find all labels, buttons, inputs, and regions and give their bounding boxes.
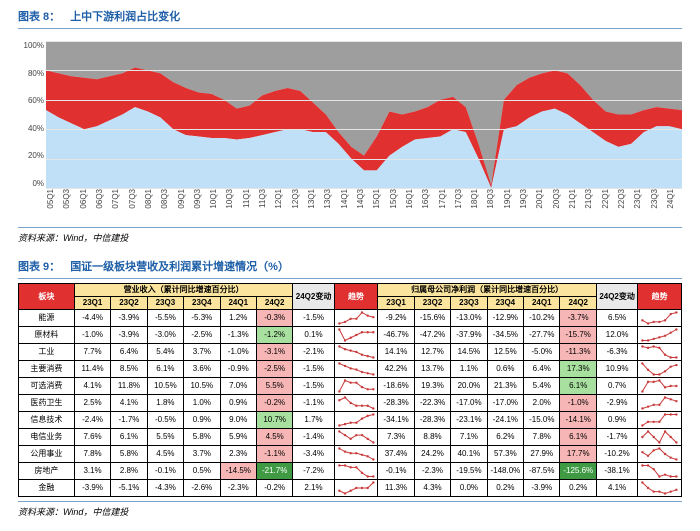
th-sector: 板块: [19, 284, 75, 310]
table-row: 房地产3.1%2.8%-0.1%0.5%-14.5%-21.7%-7.2%-0.…: [19, 463, 682, 480]
table-row: 可选消费4.1%11.8%10.5%10.5%7.0%5.5%-1.5%-18.…: [19, 378, 682, 395]
chart9-title: 国证一级板块营收及利润累计增速情况（%）: [70, 258, 289, 274]
chart8-gridlines: [46, 41, 682, 188]
table-row: 能源-4.4%-3.9%-5.5%-5.3%1.2%-0.3%-1.5%-9.2…: [19, 310, 682, 327]
th-rev-group: 营业收入（累计同比增速百分比）: [74, 284, 293, 297]
table-row: 医药卫生2.5%4.1%1.8%1.0%0.9%-0.2%-1.1%-28.3%…: [19, 395, 682, 412]
chart8-source: 资料来源：Wind，中信建投: [18, 227, 682, 244]
table-row: 原材料-1.0%-3.9%-3.0%-2.5%-1.3%-1.2%0.1%-46…: [19, 327, 682, 344]
table-row: 工业7.7%6.4%5.4%3.7%-1.0%-3.1%-2.1%14.1%12…: [19, 344, 682, 361]
table-row: 电信业务7.6%6.1%5.5%5.8%5.9%4.5%-1.4%7.3%8.8…: [19, 429, 682, 446]
table-row: 信息技术-2.4%-1.7%-0.5%0.9%9.0%10.7%1.7%-34.…: [19, 412, 682, 429]
chart8-yaxis: 100%80%60%40%20%0%: [18, 41, 44, 188]
th-rev-chg: 24Q2变动: [293, 284, 334, 310]
chart8-wrap: 上游 中游 下游 100%80%60%40%20%0% 05Q105Q306Q1…: [18, 41, 682, 223]
table-row: 金融-3.9%-5.1%-4.3%-2.6%-2.3%-0.2%2.1%11.3…: [19, 480, 682, 497]
chart8-label: 图表 8：: [18, 8, 60, 24]
th-trend-1: 趋势: [334, 284, 378, 310]
chart9-label: 图表 9：: [18, 258, 60, 274]
chart9-block: 图表 9： 国证一级板块营收及利润累计增速情况（%） 板块 营业收入（累计同比增…: [0, 244, 700, 518]
table-row: 公用事业7.8%5.8%4.5%3.7%2.3%-1.1%-3.4%37.4%2…: [19, 446, 682, 463]
th-np-group: 归属母公司净利润（累计同比增速百分比）: [378, 284, 597, 297]
chart8-plot: 100%80%60%40%20%0%: [46, 41, 682, 189]
th-trend-2: 趋势: [638, 284, 682, 310]
chart9-source: 资料来源：Wind，中信建投: [18, 501, 682, 518]
chart9-table: 板块 营业收入（累计同比增速百分比） 24Q2变动 趋势 归属母公司净利润（累计…: [18, 283, 682, 497]
chart8-title-row: 图表 8： 上中下游利润占比变化: [18, 6, 682, 29]
chart8-title: 上中下游利润占比变化: [70, 8, 180, 24]
chart9-title-row: 图表 9： 国证一级板块营收及利润累计增速情况（%）: [18, 256, 682, 279]
chart8-xaxis: 05Q105Q306Q106Q307Q107Q308Q108Q309Q109Q3…: [46, 189, 682, 223]
chart8-block: 图表 8： 上中下游利润占比变化 上游 中游 下游 100%80%60%40%2…: [0, 0, 700, 244]
th-np-chg: 24Q2变动: [596, 284, 637, 310]
table-row: 主要消费11.4%8.5%6.1%3.6%-0.9%-2.5%-1.5%42.2…: [19, 361, 682, 378]
